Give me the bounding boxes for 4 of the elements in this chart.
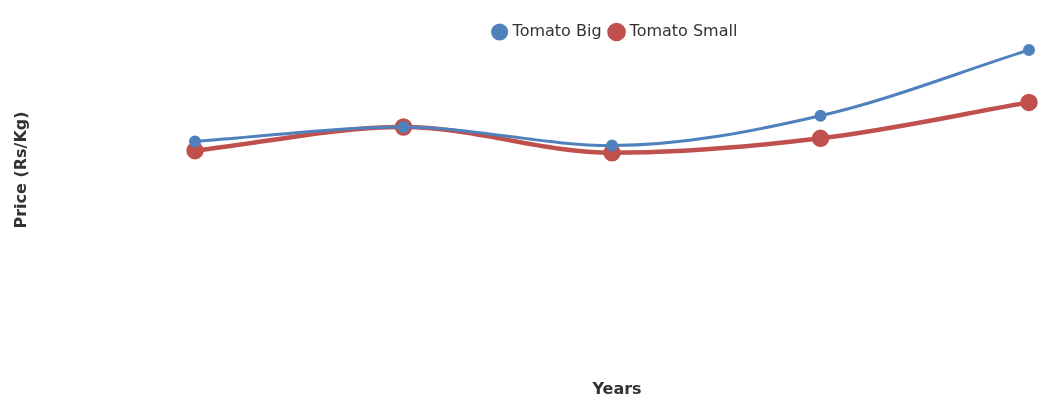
y-axis-title: Price (Rs/Kg): [10, 111, 30, 229]
legend-label: Tomato Small: [628, 21, 738, 41]
legend-label: Tomato Big: [511, 21, 602, 41]
text: Years: [592, 379, 642, 398]
